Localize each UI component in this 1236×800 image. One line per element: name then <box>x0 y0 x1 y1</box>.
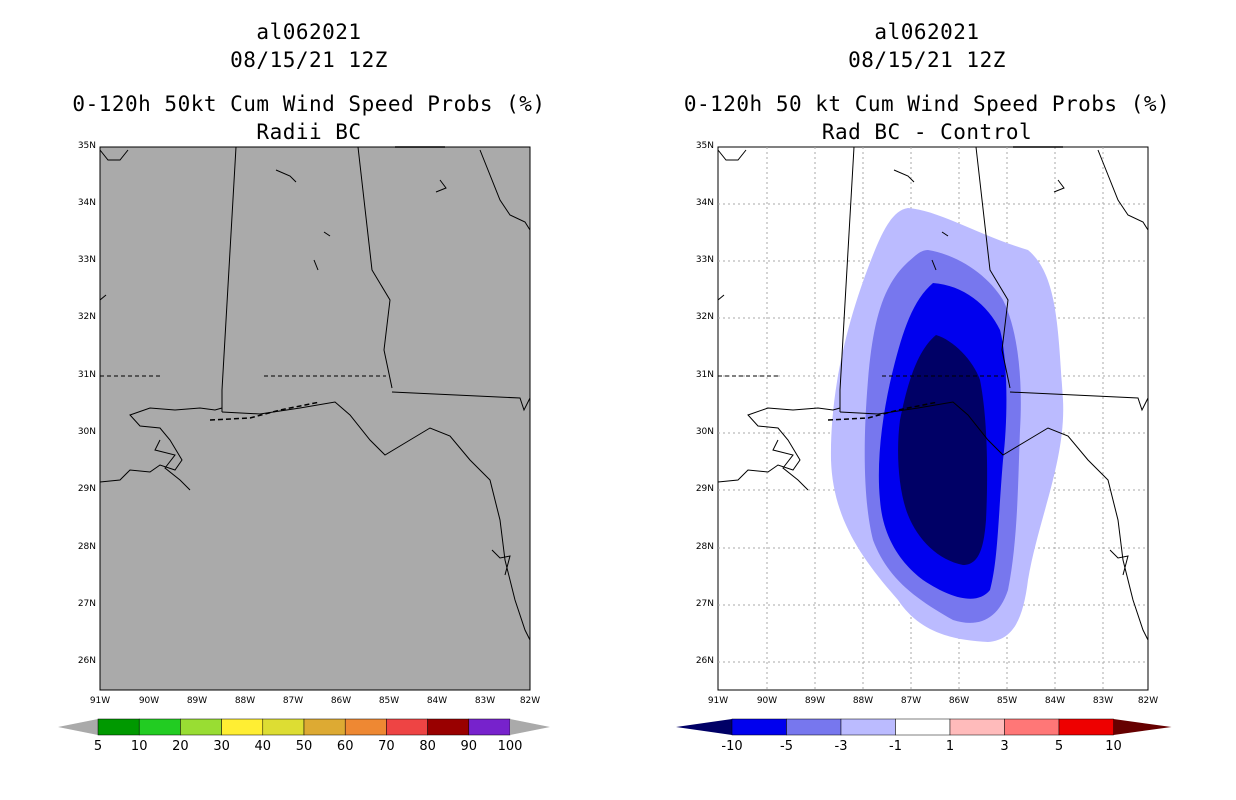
colorbar-label: -1 <box>889 739 902 754</box>
right-panel: al062021 08/15/21 12Z 0-120h 50 kt Cum W… <box>618 0 1236 800</box>
lat-label: 35N <box>77 141 96 151</box>
colorbar-box <box>1004 718 1060 736</box>
lat-label: 31N <box>77 370 96 380</box>
right-subtitle: Rad BC - Control <box>821 120 1033 144</box>
lat-label: 29N <box>77 484 96 494</box>
lat-label: 27N <box>695 599 714 609</box>
colorbar-label: 3 <box>1000 739 1008 754</box>
colorbar-box <box>97 718 140 736</box>
right-datetime: 08/15/21 12Z <box>848 48 1006 72</box>
left-title: 0-120h 50kt Cum Wind Speed Probs (%) <box>72 92 546 116</box>
lat-label: 35N <box>695 141 714 151</box>
lat-label: 33N <box>695 255 714 265</box>
lat-label: 32N <box>695 312 714 322</box>
right-coastline <box>717 146 1149 641</box>
colorbar-label: 90 <box>461 739 478 754</box>
left-map <box>99 146 531 691</box>
lon-label: 90W <box>138 696 160 706</box>
colorbar-box <box>262 718 305 736</box>
lon-label: 91W <box>707 696 729 706</box>
lat-label: 28N <box>77 542 96 552</box>
colorbar-label: 5 <box>94 739 102 754</box>
right-colorbar: -10 -5 -3 -1 1 3 5 10 <box>676 718 1172 754</box>
left-panel: al062021 08/15/21 12Z 0-120h 50kt Cum Wi… <box>58 20 550 754</box>
colorbar-label: 80 <box>419 739 436 754</box>
left-datetime: 08/15/21 12Z <box>230 48 388 72</box>
colorbar-label: 10 <box>131 739 148 754</box>
colorbar-label: 60 <box>337 739 354 754</box>
contour-minus10 <box>898 335 988 565</box>
colorbar-box <box>895 718 951 736</box>
colorbar-box <box>344 718 387 736</box>
colorbar-label: 70 <box>378 739 395 754</box>
colorbar-low-arrow <box>676 719 732 735</box>
lon-label: 91W <box>89 696 111 706</box>
colorbar-label: -5 <box>780 739 793 754</box>
colorbar-box <box>468 718 511 736</box>
colorbar-box <box>731 718 787 736</box>
colorbar-box <box>180 718 222 736</box>
colorbar-label: -10 <box>721 739 742 754</box>
lat-label: 31N <box>695 370 714 380</box>
lon-label: 86W <box>330 696 352 706</box>
lat-label: 33N <box>77 255 96 265</box>
lat-label: 26N <box>77 656 96 666</box>
colorbar-label: 20 <box>172 739 189 754</box>
left-storm-id: al062021 <box>256 20 362 44</box>
left-subtitle: Radii BC <box>256 120 362 144</box>
colorbar-box <box>1058 718 1114 736</box>
colorbar-label: 100 <box>498 739 523 754</box>
right-map <box>717 146 1149 691</box>
lon-label: 82W <box>519 696 541 706</box>
lon-label: 83W <box>1092 696 1114 706</box>
colorbar-box <box>840 718 896 736</box>
colorbar-box <box>786 718 842 736</box>
left-coastline <box>99 146 531 641</box>
lon-label: 85W <box>378 696 400 706</box>
colorbar-label: -3 <box>835 739 848 754</box>
colorbar-box <box>427 718 470 736</box>
lon-label: 85W <box>996 696 1018 706</box>
lon-label: 86W <box>948 696 970 706</box>
colorbar-box <box>138 718 181 736</box>
colorbar-label: 5 <box>1055 739 1063 754</box>
colorbar-box <box>949 718 1005 736</box>
colorbar-label: 40 <box>255 739 272 754</box>
lon-label: 83W <box>474 696 496 706</box>
lat-label: 34N <box>77 198 96 208</box>
lon-label: 89W <box>804 696 826 706</box>
colorbar-box <box>303 718 346 736</box>
left-map-background <box>99 146 531 691</box>
colorbar-box <box>221 718 264 736</box>
lon-label: 87W <box>900 696 922 706</box>
lon-label: 84W <box>426 696 448 706</box>
colorbar-label: 30 <box>213 739 230 754</box>
colorbar-label: 1 <box>946 739 954 754</box>
lat-label: 30N <box>77 427 96 437</box>
colorbar-low-arrow <box>58 719 98 735</box>
colorbar-high-arrow <box>510 719 550 735</box>
lat-label: 30N <box>695 427 714 437</box>
lat-label: 26N <box>695 656 714 666</box>
lat-label: 34N <box>695 198 714 208</box>
right-storm-id: al062021 <box>874 20 980 44</box>
lat-label: 32N <box>77 312 96 322</box>
lat-label: 29N <box>695 484 714 494</box>
lon-label: 88W <box>852 696 874 706</box>
lon-label: 90W <box>756 696 778 706</box>
lat-label: 28N <box>695 542 714 552</box>
lon-label: 87W <box>282 696 304 706</box>
lat-label: 27N <box>77 599 96 609</box>
right-title: 0-120h 50 kt Cum Wind Speed Probs (%) <box>683 92 1171 116</box>
colorbar-high-arrow <box>1113 719 1172 735</box>
colorbar-box <box>386 718 428 736</box>
right-contours <box>830 208 1064 642</box>
lon-label: 82W <box>1137 696 1159 706</box>
lon-label: 89W <box>186 696 208 706</box>
colorbar-label: 10 <box>1105 739 1122 754</box>
colorbar-label: 50 <box>296 739 313 754</box>
lon-label: 88W <box>234 696 256 706</box>
left-colorbar: 5 10 20 30 40 50 60 70 80 90 100 <box>58 718 550 754</box>
lon-label: 84W <box>1044 696 1066 706</box>
